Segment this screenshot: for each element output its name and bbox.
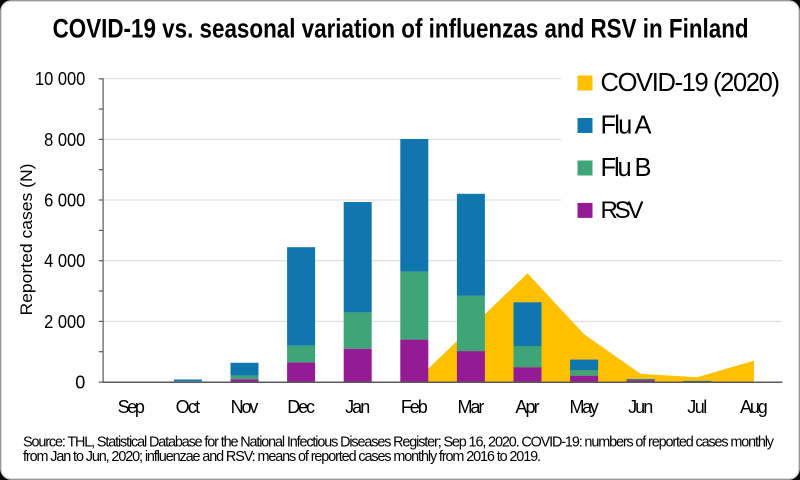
svg-text:2 000: 2 000	[44, 312, 85, 332]
svg-text:COVID-19 vs. seasonal variatio: COVID-19 vs. seasonal variation of influ…	[53, 14, 749, 44]
svg-text:from Jan to Jun, 2020; influen: from Jan to Jun, 2020; influenzae and RS…	[23, 449, 541, 465]
svg-text:Jul: Jul	[687, 397, 707, 417]
svg-text:Jun: Jun	[628, 397, 653, 417]
svg-text:Dec: Dec	[287, 397, 315, 417]
svg-text:RSV: RSV	[601, 197, 644, 224]
svg-text:Aug: Aug	[740, 397, 768, 417]
svg-text:May: May	[569, 397, 598, 417]
svg-text:Sep: Sep	[118, 397, 145, 417]
svg-text:0: 0	[75, 373, 85, 393]
svg-text:Oct: Oct	[176, 397, 201, 417]
svg-text:Apr: Apr	[515, 397, 539, 417]
svg-text:Source: THL, Statistical Datab: Source: THL, Statistical Database for th…	[23, 434, 775, 450]
svg-text:10 000: 10 000	[35, 69, 85, 89]
svg-text:8 000: 8 000	[44, 130, 85, 150]
svg-text:Reported cases (N): Reported cases (N)	[17, 164, 36, 316]
svg-text:COVID-19 (2020): COVID-19 (2020)	[601, 69, 781, 97]
svg-text:6 000: 6 000	[44, 191, 85, 211]
svg-text:Flu B: Flu B	[601, 154, 652, 182]
svg-text:Feb: Feb	[401, 397, 428, 417]
svg-text:Mar: Mar	[457, 397, 484, 417]
svg-text:Nov: Nov	[231, 397, 259, 417]
svg-text:Flu A: Flu A	[601, 112, 652, 140]
svg-text:Jan: Jan	[345, 397, 370, 417]
svg-text:4 000: 4 000	[44, 251, 85, 271]
